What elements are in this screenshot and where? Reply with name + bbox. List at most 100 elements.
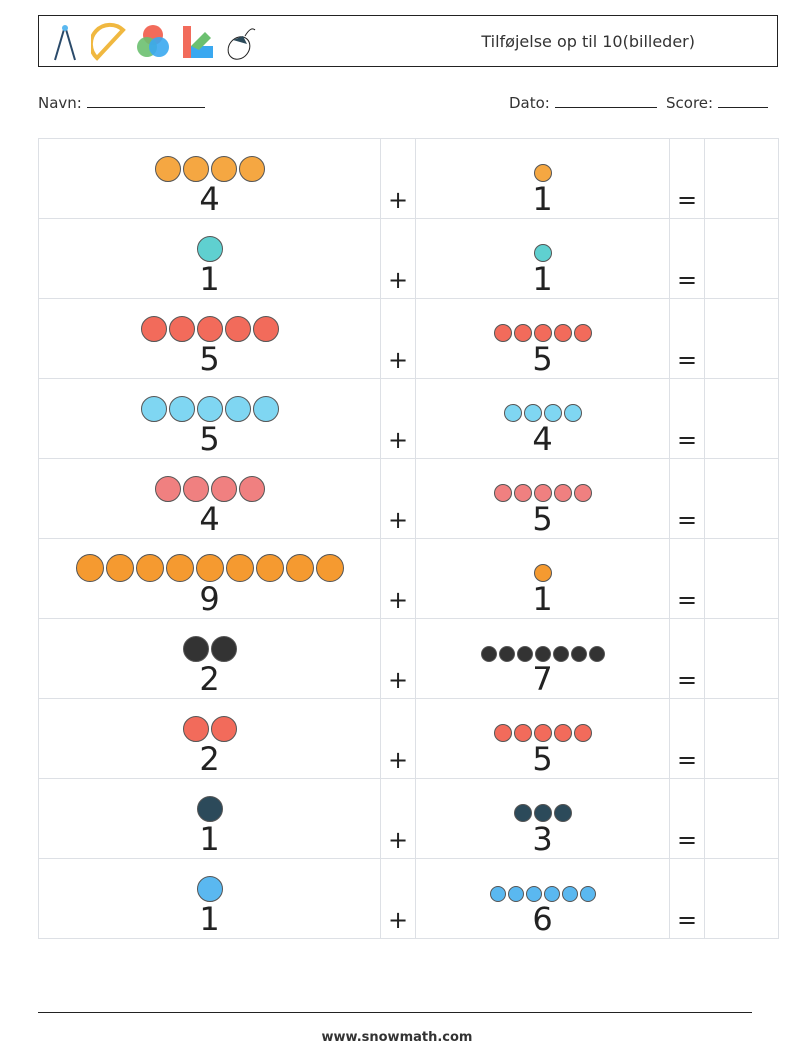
pumpkin-icon: [255, 554, 284, 582]
equals-sign: =: [669, 698, 705, 779]
target-icon: [516, 646, 533, 662]
second-addend: 5: [532, 740, 553, 778]
second-addend-cell: 1: [415, 218, 670, 299]
second-addend: 1: [532, 260, 553, 298]
plus-sign: +: [380, 698, 416, 779]
balloons-icon: [573, 324, 592, 342]
worm-icon: [533, 724, 552, 742]
rocket-icon: [224, 396, 251, 422]
problem-row: 5 + 5 =: [38, 298, 779, 379]
plus-sign: +: [380, 218, 416, 299]
score-field[interactable]: Score:: [666, 93, 768, 112]
date-line[interactable]: [554, 93, 657, 108]
answer-cell[interactable]: [704, 218, 779, 299]
answer-cell[interactable]: [704, 138, 779, 219]
second-addend: 5: [532, 340, 553, 378]
target-icon: [588, 646, 605, 662]
answer-cell[interactable]: [704, 698, 779, 779]
second-addend-cell: 5: [415, 298, 670, 379]
answer-cell[interactable]: [704, 458, 779, 539]
addition-table: 4 + 1 = 1 + 1 = 5 + 5 =: [38, 138, 779, 939]
balloons-icon: [513, 324, 532, 342]
film-reel-icon: [533, 804, 552, 822]
problem-row: 2 + 5 =: [38, 698, 779, 779]
first-addend-pictures: [39, 628, 380, 662]
balloons-icon: [252, 316, 279, 342]
worm-icon: [182, 716, 209, 742]
pizza-icon: [182, 156, 209, 182]
first-addend: 2: [199, 740, 220, 778]
worksheet-title: Tilføjelse op til 10(billeder): [481, 32, 695, 51]
worm-icon: [493, 724, 512, 742]
second-addend: 1: [532, 180, 553, 218]
plus-sign: +: [380, 618, 416, 699]
rocket-icon: [523, 404, 542, 422]
problem-row: 4 + 5 =: [38, 458, 779, 539]
rocket-icon: [168, 396, 195, 422]
first-addend-cell: 1: [38, 858, 381, 939]
target-icon: [498, 646, 515, 662]
pumpkin-icon: [225, 554, 254, 582]
first-addend-cell: 1: [38, 778, 381, 859]
first-addend-cell: 2: [38, 698, 381, 779]
second-addend-pictures: [416, 548, 669, 582]
first-addend: 1: [199, 820, 220, 858]
equals-sign: =: [669, 138, 705, 219]
robot-icon: [561, 886, 578, 902]
rocket-icon: [543, 404, 562, 422]
robot-icon: [489, 886, 506, 902]
color-wheel-icon: [135, 22, 171, 62]
answer-cell[interactable]: [704, 378, 779, 459]
first-addend: 4: [199, 500, 220, 538]
footer-divider: [38, 1012, 752, 1013]
answer-cell[interactable]: [704, 618, 779, 699]
first-addend-pictures: [39, 228, 380, 262]
plus-sign: +: [380, 778, 416, 859]
bus-icon: [533, 484, 552, 502]
worm-icon: [210, 716, 237, 742]
problem-row: 5 + 4 =: [38, 378, 779, 459]
first-addend-cell: 5: [38, 378, 381, 459]
equals-sign: =: [669, 538, 705, 619]
target-icon: [210, 636, 237, 662]
bus-icon: [573, 484, 592, 502]
bus-icon: [182, 476, 209, 502]
second-addend: 5: [532, 500, 553, 538]
second-addend-cell: 1: [415, 138, 670, 219]
name-field[interactable]: Navn:: [38, 93, 205, 112]
answer-cell[interactable]: [704, 298, 779, 379]
second-addend-pictures: [416, 308, 669, 342]
first-addend-cell: 2: [38, 618, 381, 699]
rocket-icon: [563, 404, 582, 422]
bus-icon: [513, 484, 532, 502]
name-line[interactable]: [86, 93, 205, 108]
film-reel-icon: [553, 804, 572, 822]
answer-cell[interactable]: [704, 858, 779, 939]
robot-icon: [507, 886, 524, 902]
first-addend: 5: [199, 420, 220, 458]
second-addend-cell: 6: [415, 858, 670, 939]
answer-cell[interactable]: [704, 778, 779, 859]
second-addend-cell: 4: [415, 378, 670, 459]
rocket-icon: [196, 396, 223, 422]
robot-icon: [543, 886, 560, 902]
target-icon: [552, 646, 569, 662]
second-addend-pictures: [416, 628, 669, 662]
bus-icon: [154, 476, 181, 502]
pizza-icon: [210, 156, 237, 182]
problem-row: 4 + 1 =: [38, 138, 779, 219]
first-addend: 9: [199, 580, 220, 618]
rocket-icon: [503, 404, 522, 422]
balloons-icon: [533, 324, 552, 342]
date-field[interactable]: Dato:: [509, 93, 657, 112]
equals-sign: =: [669, 778, 705, 859]
pumpkin-icon: [315, 554, 344, 582]
bus-icon: [493, 484, 512, 502]
first-addend-pictures: [39, 868, 380, 902]
first-addend-cell: 1: [38, 218, 381, 299]
worksheet-header: Tilføjelse op til 10(billeder): [38, 15, 778, 67]
answer-cell[interactable]: [704, 538, 779, 619]
second-addend: 7: [532, 660, 553, 698]
score-line[interactable]: [717, 93, 768, 108]
second-addend-cell: 5: [415, 698, 670, 779]
